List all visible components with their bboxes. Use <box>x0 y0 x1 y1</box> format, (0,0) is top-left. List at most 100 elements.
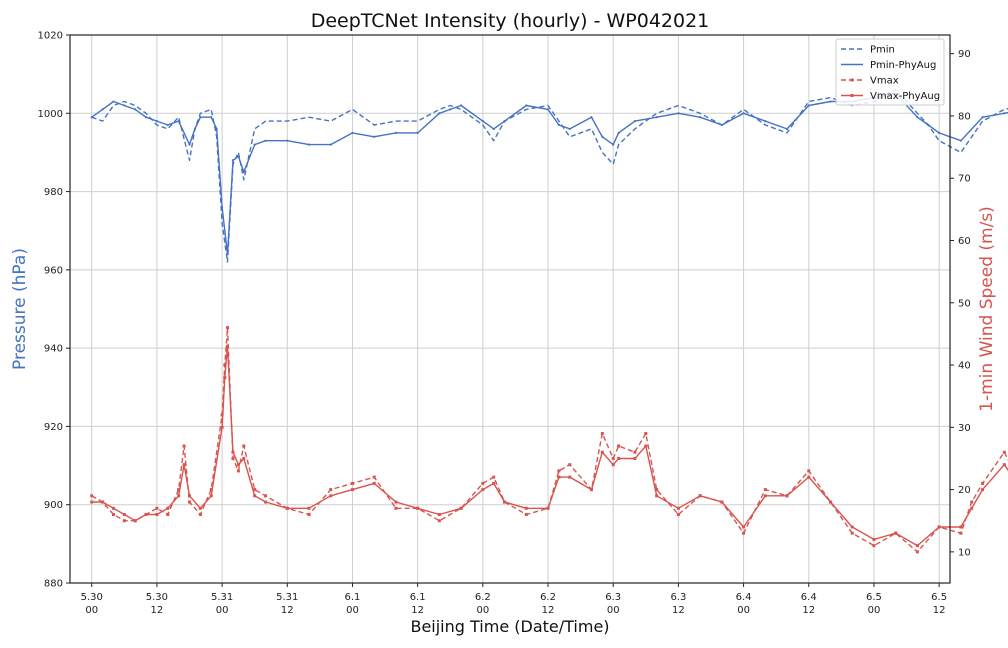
data-point-pmin-phyaug <box>568 127 571 131</box>
data-point-vmax-phyaug <box>617 456 621 460</box>
data-point-vmax-phyaug <box>122 513 126 516</box>
data-point-vmax <box>644 432 648 436</box>
data-point-vmax-phyaug <box>155 513 159 516</box>
data-point-vmax <box>350 481 354 485</box>
data-point-vmax-phyaug <box>285 506 289 510</box>
left-y-axis: 880 900 920 940 960 980 1000 1020 <box>38 31 70 590</box>
data-point-vmax-phyaug <box>372 481 376 485</box>
data-point-vmax <box>223 363 227 367</box>
data-point-vmax-phyaug <box>589 488 593 492</box>
data-point-pmin-phyaug <box>829 100 832 103</box>
data-point-vmax <box>182 444 186 448</box>
data-point-vmax <box>763 488 767 492</box>
data-point-vmax <box>437 519 441 523</box>
data-point-pmin-phyaug <box>220 206 224 209</box>
data-point-vmax-phyaug <box>177 494 181 498</box>
data-point-pmin-phyaug <box>503 120 506 123</box>
data-point-vmax <box>481 481 485 485</box>
data-point-pmin-phyaug <box>101 108 104 111</box>
data-point-pmin-phyaug <box>633 120 637 123</box>
data-point-vmax <box>850 531 854 535</box>
data-point-vmax-phyaug <box>481 488 485 492</box>
data-point-pmin-phyaug <box>351 131 354 134</box>
data-point-vmax <box>372 475 376 479</box>
data-point-vmax-phyaug <box>742 525 746 529</box>
data-point-vmax-phyaug <box>111 506 115 510</box>
data-point-pmin-phyaug <box>144 116 148 119</box>
data-point-vmax-phyaug <box>546 506 550 510</box>
data-point-vmax-phyaug <box>101 500 105 504</box>
y-tick-label-right: 20 <box>958 485 971 496</box>
series-line-vmax <box>91 327 1008 553</box>
y-tick-label-left: 960 <box>44 265 63 276</box>
data-point-pmin-phyaug <box>177 120 180 123</box>
data-point-pmin-phyaug <box>742 112 745 115</box>
data-point-pmin-phyaug <box>215 127 218 131</box>
data-point-vmax <box>633 450 637 454</box>
data-point-vmax-phyaug <box>611 463 615 467</box>
data-point-vmax-phyaug <box>144 513 148 516</box>
left-y-axis-label: Pressure (hPa) <box>10 248 30 370</box>
data-point-pmin-phyaug <box>449 108 452 111</box>
data-point-pmin-phyaug <box>210 116 213 119</box>
data-point-vmax <box>524 513 528 516</box>
data-point-vmax <box>807 469 811 473</box>
y-tick-label-right: 90 <box>958 49 971 60</box>
data-point-pmin-phyaug <box>938 131 941 134</box>
x-tick-label: 6.5 <box>931 592 947 603</box>
data-point-vmax <box>122 519 126 523</box>
data-point-pmin-phyaug <box>112 100 115 103</box>
data-point-pmin-phyaug <box>959 139 962 142</box>
y-tick-label-left: 1000 <box>38 109 63 120</box>
series-line-vmax-phyaug <box>91 345 1008 547</box>
data-point-vmax-phyaug <box>894 531 898 535</box>
data-point-vmax-phyaug <box>188 494 192 498</box>
data-point-pmin-phyaug <box>226 253 229 256</box>
data-point-vmax <box>492 475 496 479</box>
data-point-vmax-phyaug <box>264 500 268 504</box>
data-point-vmax <box>209 488 213 492</box>
data-point-pmin-phyaug <box>264 139 267 142</box>
x-tick-label: 6.2 <box>540 592 556 603</box>
data-point-vmax-phyaug <box>394 500 398 504</box>
data-point-vmax-phyaug <box>655 494 659 498</box>
y-tick-label-left: 920 <box>44 422 63 433</box>
x-tick-label: 5.31 <box>211 592 233 603</box>
data-point-vmax-phyaug <box>182 463 186 467</box>
y-tick-label-left: 880 <box>44 579 63 590</box>
x-axis: 5.30 00 5.30 12 5.31 00 5.31 12 6.1 00 6.1 12 6.2 00 6… <box>81 583 947 616</box>
data-point-vmax <box>236 469 240 473</box>
data-point-vmax-phyaug <box>133 519 137 523</box>
data-point-vmax-phyaug <box>198 506 202 510</box>
data-point-vmax-phyaug <box>676 506 680 510</box>
data-point-vmax-phyaug <box>872 537 876 541</box>
legend-marker <box>850 78 854 82</box>
data-point-vmax-phyaug <box>850 525 854 529</box>
data-point-vmax-phyaug <box>915 544 919 548</box>
data-point-vmax <box>557 469 561 473</box>
x-tick-label: 5.30 <box>146 592 168 603</box>
legend-label: Pmin-PhyAug <box>870 60 936 71</box>
right-y-axis-label: 1-min Wind Speed (m/s) <box>977 206 997 412</box>
data-point-vmax-phyaug <box>236 463 240 467</box>
data-point-vmax-phyaug <box>828 500 832 504</box>
data-point-pmin-phyaug <box>231 159 235 162</box>
data-point-pmin-phyaug <box>916 116 919 119</box>
data-point-pmin-phyaug <box>460 104 463 107</box>
data-point-vmax-phyaug <box>437 513 441 516</box>
y-tick-label-left: 980 <box>44 187 63 198</box>
y-tick-label-right: 30 <box>958 423 971 434</box>
data-point-pmin-phyaug <box>123 104 126 107</box>
data-point-vmax <box>177 488 181 492</box>
data-point-vmax-phyaug <box>307 506 311 510</box>
legend-label: Pmin <box>870 45 895 56</box>
y-tick-label-right: 50 <box>958 298 971 309</box>
data-point-pmin-phyaug <box>612 143 615 146</box>
data-point-vmax <box>188 500 192 504</box>
data-point-vmax-phyaug <box>763 494 767 498</box>
data-point-vmax-phyaug <box>959 525 963 529</box>
data-point-vmax-phyaug <box>350 488 354 492</box>
data-point-vmax-phyaug <box>698 494 702 498</box>
data-point-vmax <box>155 506 159 510</box>
x-tick-label: 12 <box>802 605 815 616</box>
